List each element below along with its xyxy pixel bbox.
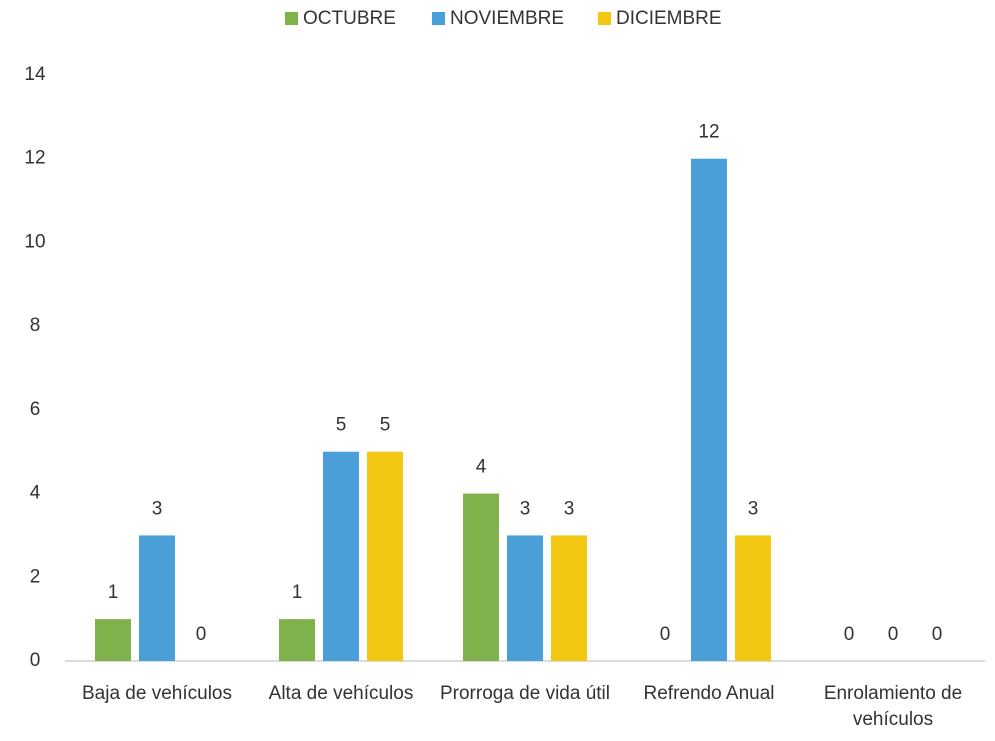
data-label: 0: [932, 624, 943, 645]
legend-swatch: [598, 12, 611, 25]
bar: [95, 619, 131, 661]
bar: [139, 535, 175, 661]
data-label: 3: [152, 498, 163, 519]
x-tick-label: Alta de vehículos: [268, 683, 414, 704]
data-label: 5: [380, 415, 391, 436]
legend-swatch: [432, 12, 445, 25]
data-label: 12: [698, 122, 719, 143]
x-tick-label: Prorroga de vida útil: [439, 683, 611, 704]
bar: [463, 493, 499, 661]
y-tick-label: 0: [30, 650, 41, 671]
data-label: 0: [844, 624, 855, 645]
data-label: 5: [336, 415, 347, 436]
x-tick-label: Refrendo Anual: [643, 683, 775, 704]
legend-label: DICIEMBRE: [616, 8, 722, 29]
bar: [551, 535, 587, 661]
data-label: 1: [108, 582, 119, 603]
bar: [279, 619, 315, 661]
data-label: 3: [748, 498, 759, 519]
data-label: 0: [196, 624, 207, 645]
bar: [691, 158, 727, 661]
bar: [735, 535, 771, 661]
data-label: 4: [476, 457, 487, 478]
legend-label: OCTUBRE: [303, 8, 396, 29]
y-tick-label: 10: [24, 231, 45, 252]
y-tick-label: 4: [30, 483, 41, 504]
x-tick-label: Enrolamiento de vehículos: [823, 683, 963, 730]
bar: [323, 451, 359, 661]
data-label: 1: [292, 582, 303, 603]
data-label: 3: [564, 498, 575, 519]
legend-label: NOVIEMBRE: [450, 8, 564, 29]
data-label: 0: [888, 624, 899, 645]
y-tick-label: 6: [30, 399, 41, 420]
data-label: 0: [660, 624, 671, 645]
x-tick-label: Baja de vehículos: [82, 683, 232, 704]
y-tick-label: 8: [30, 315, 41, 336]
y-tick-label: 12: [24, 148, 45, 169]
y-tick-label: 2: [30, 566, 41, 587]
bar: [367, 451, 403, 661]
legend-swatch: [285, 12, 298, 25]
bar: [507, 535, 543, 661]
y-tick-label: 14: [24, 64, 46, 85]
data-label: 3: [520, 498, 531, 519]
